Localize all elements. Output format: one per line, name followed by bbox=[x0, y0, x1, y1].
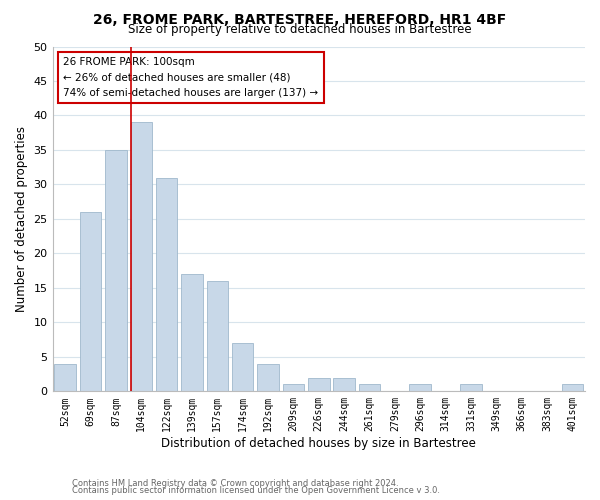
Bar bbox=[105, 150, 127, 392]
Bar bbox=[80, 212, 101, 392]
Bar bbox=[460, 384, 482, 392]
Bar bbox=[562, 384, 583, 392]
Text: Size of property relative to detached houses in Bartestree: Size of property relative to detached ho… bbox=[128, 22, 472, 36]
Bar bbox=[308, 378, 329, 392]
Bar bbox=[232, 343, 253, 392]
Bar bbox=[156, 178, 178, 392]
Bar bbox=[181, 274, 203, 392]
Bar bbox=[334, 378, 355, 392]
Bar bbox=[55, 364, 76, 392]
Bar bbox=[131, 122, 152, 392]
Text: Contains HM Land Registry data © Crown copyright and database right 2024.: Contains HM Land Registry data © Crown c… bbox=[72, 478, 398, 488]
Bar bbox=[257, 364, 279, 392]
Text: 26, FROME PARK, BARTESTREE, HEREFORD, HR1 4BF: 26, FROME PARK, BARTESTREE, HEREFORD, HR… bbox=[94, 12, 506, 26]
Bar bbox=[283, 384, 304, 392]
Bar bbox=[206, 281, 228, 392]
Bar bbox=[409, 384, 431, 392]
X-axis label: Distribution of detached houses by size in Bartestree: Distribution of detached houses by size … bbox=[161, 437, 476, 450]
Text: Contains public sector information licensed under the Open Government Licence v : Contains public sector information licen… bbox=[72, 486, 440, 495]
Text: 26 FROME PARK: 100sqm
← 26% of detached houses are smaller (48)
74% of semi-deta: 26 FROME PARK: 100sqm ← 26% of detached … bbox=[63, 57, 319, 98]
Bar bbox=[359, 384, 380, 392]
Y-axis label: Number of detached properties: Number of detached properties bbox=[15, 126, 28, 312]
